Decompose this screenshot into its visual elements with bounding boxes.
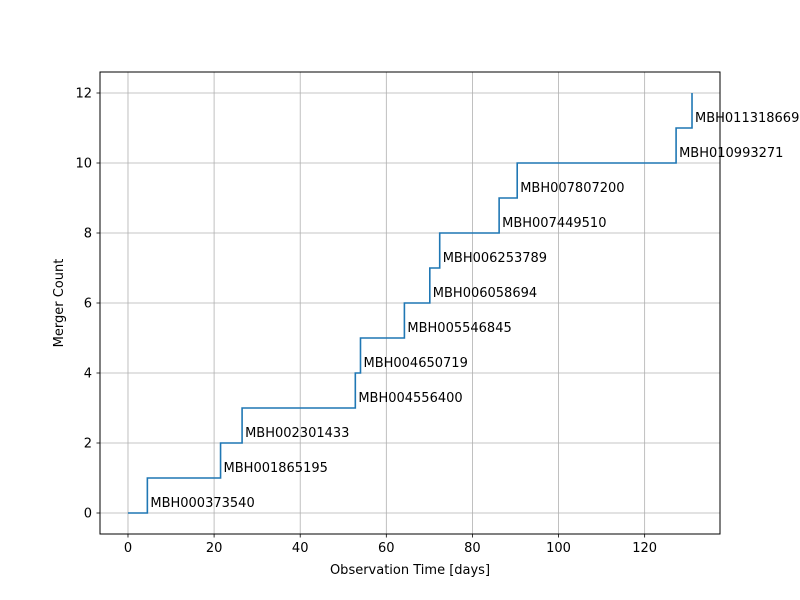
merger-annotation-label: MBH007449510 <box>502 216 606 231</box>
y-tick-label: 2 <box>84 437 92 452</box>
y-tick-label: 8 <box>84 227 92 242</box>
y-tick-label: 6 <box>84 297 92 312</box>
merger-annotation-label: MBH004556400 <box>358 391 462 406</box>
y-tick-label: 0 <box>84 507 92 522</box>
merger-annotation-label: MBH002301433 <box>245 426 349 441</box>
x-axis-label: Observation Time [days] <box>330 563 490 578</box>
x-tick-label: 100 <box>546 541 571 556</box>
y-axis-label: Merger Count <box>52 259 67 348</box>
x-tick-label: 0 <box>124 541 132 556</box>
merger-annotation-label: MBH000373540 <box>150 496 254 511</box>
merger-annotation-label: MBH006253789 <box>443 251 547 266</box>
merger-annotation-label: MBH011318669 <box>695 111 799 126</box>
x-tick-label: 120 <box>632 541 657 556</box>
merger-annotation-label: MBH005546845 <box>407 321 511 336</box>
merger-annotation-label: MBH006058694 <box>433 286 537 301</box>
x-tick-label: 20 <box>206 541 223 556</box>
merger-annotation-label: MBH010993271 <box>679 146 783 161</box>
x-tick-label: 40 <box>292 541 309 556</box>
x-tick-label: 80 <box>464 541 481 556</box>
merger-annotation-label: MBH004650719 <box>363 356 467 371</box>
merger-annotation-label: MBH001865195 <box>224 461 328 476</box>
x-tick-label: 60 <box>378 541 395 556</box>
y-tick-label: 4 <box>84 367 92 382</box>
y-tick-label: 12 <box>75 87 92 102</box>
merger-annotation-label: MBH007807200 <box>520 181 624 196</box>
y-tick-label: 10 <box>75 157 92 172</box>
